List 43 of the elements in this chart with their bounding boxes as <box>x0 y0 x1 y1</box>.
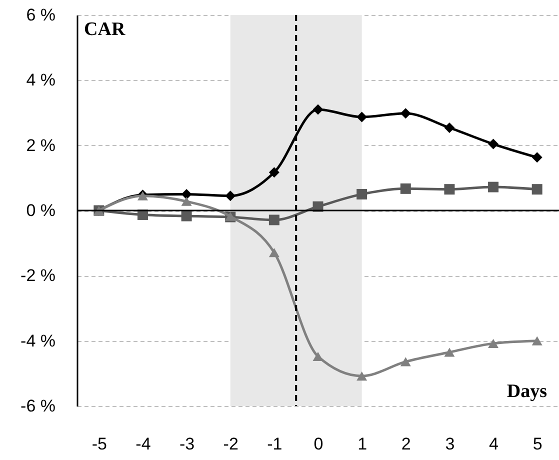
y-tick-label: 4 % <box>26 70 56 90</box>
x-tick-label: 4 <box>489 434 499 454</box>
point <box>488 138 499 150</box>
point <box>268 214 280 226</box>
x-tick-label: 1 <box>358 434 368 454</box>
point <box>488 338 499 348</box>
point <box>444 122 455 133</box>
y-tick-label: 2 % <box>26 136 56 155</box>
y-tick-label: -2 % <box>20 266 56 286</box>
point <box>400 183 411 194</box>
y-tick-label: 0 % <box>26 201 56 220</box>
point <box>444 184 455 195</box>
point <box>181 210 192 222</box>
point <box>268 248 280 258</box>
point <box>400 108 411 119</box>
x-tick-label: -4 <box>136 434 151 454</box>
x-tick-label: -5 <box>92 434 107 454</box>
y-tick-label: 6 % <box>26 6 56 24</box>
x-tick-label: 0 <box>314 434 324 454</box>
x-tick-label: -3 <box>179 434 195 454</box>
x-tick-label: 2 <box>401 434 411 454</box>
x-tick-label: -2 <box>223 434 238 454</box>
y-tick-label: -4 % <box>20 331 56 350</box>
point <box>268 167 280 178</box>
x-tick-label: -1 <box>267 434 282 454</box>
x-tick-label: 5 <box>532 434 542 454</box>
point <box>400 357 411 366</box>
point <box>356 371 368 381</box>
y-tick-label: -6 % <box>20 396 56 416</box>
point <box>444 348 455 357</box>
point <box>532 336 542 346</box>
y-axis-title: CAR <box>84 19 126 40</box>
point <box>312 104 324 115</box>
x-axis-title: Days <box>506 381 547 402</box>
point <box>356 112 368 122</box>
point <box>356 188 368 200</box>
point <box>181 196 192 206</box>
point <box>225 190 236 202</box>
point <box>181 188 192 200</box>
point <box>532 152 542 163</box>
x-tick-label: 3 <box>445 434 455 454</box>
point <box>488 182 499 192</box>
point <box>532 184 542 195</box>
